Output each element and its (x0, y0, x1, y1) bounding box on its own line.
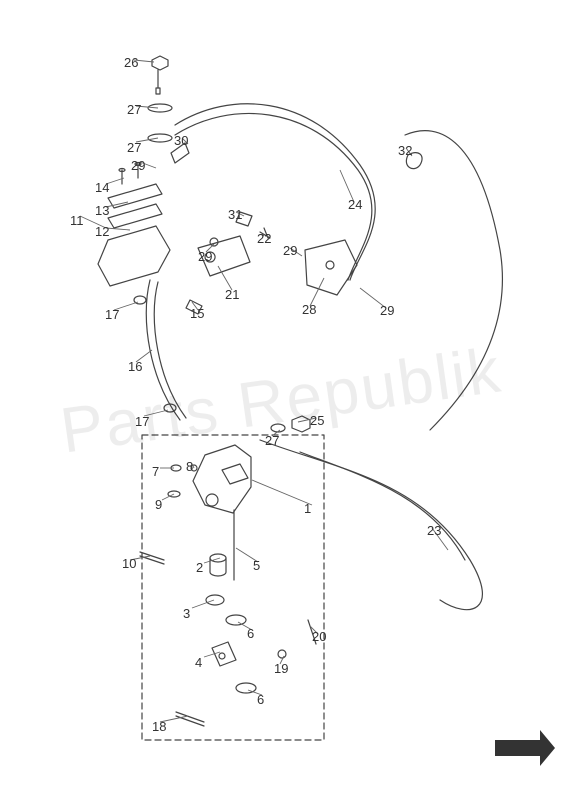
callout-ref: 17 (135, 415, 149, 428)
callout-ref: 19 (274, 662, 288, 675)
callout-ref: 16 (128, 360, 142, 373)
callout-ref: 24 (348, 198, 362, 211)
callout-ref: 23 (427, 524, 441, 537)
part-brake-pipe (405, 131, 502, 430)
part-piston-kit (206, 510, 256, 693)
assembly-box (142, 435, 324, 740)
callout-ref: 4 (195, 656, 202, 669)
part-bolt (140, 552, 164, 564)
callout-ref: 7 (152, 465, 159, 478)
callout-ref: 15 (190, 307, 204, 320)
part-washer (148, 104, 172, 112)
callout-ref: 3 (183, 607, 190, 620)
callout-ref: 9 (155, 498, 162, 511)
part-washer (271, 424, 285, 432)
callout-ref: 20 (312, 630, 326, 643)
callout-ref: 28 (302, 303, 316, 316)
callout-ref: 10 (122, 557, 136, 570)
callout-ref: 29 (380, 304, 394, 317)
callout-ref: 11 (70, 214, 84, 227)
callout-ref: 6 (257, 693, 264, 706)
callout-ref: 17 (105, 308, 119, 321)
diagram-canvas: Parts Republik 1234566789101112131415161… (0, 0, 562, 800)
callout-ref: 25 (310, 414, 324, 427)
part-master-cylinder-body (193, 445, 251, 513)
callout-ref: 29 (283, 244, 297, 257)
callout-ref: 5 (253, 559, 260, 572)
callout-ref: 2 (196, 561, 203, 574)
callout-ref: 12 (95, 225, 109, 238)
callout-ref: 27 (127, 103, 141, 116)
callout-ref: 29 (131, 159, 145, 172)
callout-ref: 22 (257, 232, 271, 245)
diagram-svg (0, 0, 562, 800)
part-bracket (305, 240, 357, 295)
direction-arrow-icon (495, 730, 555, 766)
part-washer (148, 134, 172, 142)
part-hole (326, 261, 334, 269)
callout-ref: 29 (198, 250, 212, 263)
callout-ref: 18 (152, 720, 166, 733)
callout-ref: 26 (124, 56, 138, 69)
callout-ref: 31 (228, 208, 242, 221)
part-union-bolt (292, 416, 310, 432)
part-reservoir-hose (154, 282, 186, 418)
callout-ref: 32 (398, 144, 412, 157)
callout-ref: 6 (247, 627, 254, 640)
callout-ref: 14 (95, 181, 109, 194)
callout-ref: 21 (225, 288, 239, 301)
callout-ref: 27 (127, 141, 141, 154)
callout-ref: 30 (174, 134, 188, 147)
callout-ref: 13 (95, 204, 109, 217)
part-brake-hose-lower (260, 440, 482, 610)
part-screw (210, 238, 218, 246)
part-banjo-bolt (152, 56, 168, 94)
callout-ref: 27 (265, 434, 279, 447)
part-brake-hose-lower (300, 452, 465, 560)
callout-ref: 8 (186, 460, 193, 473)
part-pin (176, 712, 204, 726)
part-washer-small (278, 650, 286, 658)
callout-ref: 1 (304, 502, 311, 515)
